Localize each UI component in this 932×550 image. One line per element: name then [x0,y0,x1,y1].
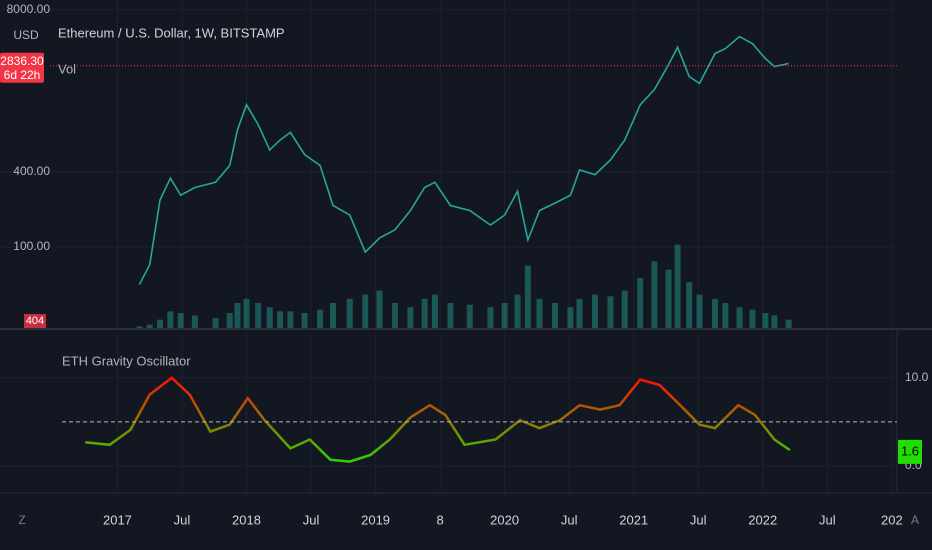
x-tick-label: Jul [303,512,320,527]
volume-bar [136,326,143,328]
countdown-label: 6d 22h [4,68,41,82]
volume-bar [212,318,219,328]
volume-bar [226,313,233,328]
volume-bar [447,303,454,328]
y-tick-label: 100.00 [13,239,50,253]
volume-bar [487,307,494,328]
volume-bar [266,307,273,328]
volume-bar [762,313,769,328]
volume-bar [607,296,614,328]
x-tick-label: Jul [174,512,191,527]
volume-bar [591,294,598,328]
series-line [85,376,791,463]
volume-bar [301,313,308,328]
series-line [138,35,789,285]
x-tick-label: Jul [561,512,578,527]
volume-bar [191,315,198,328]
volume-bar [621,290,628,328]
volume-bar [407,307,414,328]
price-label: 2836.30 [0,54,44,68]
volume-badge [24,314,46,328]
volume-bar [277,311,284,328]
volume-bar [421,298,428,328]
x-tick-label: Jul [819,512,836,527]
x-tick-label: 2022 [748,512,777,527]
volume-bar [736,307,743,328]
volume-bar [346,298,353,328]
volume-bar [576,298,583,328]
volume-bar [514,294,521,328]
price-badge [0,52,44,83]
volume-bar [686,282,693,328]
volume-bar [551,303,558,328]
oscillator-title: ETH Gravity Oscillator [62,353,191,368]
volume-bar [255,303,262,328]
y-tick-label: 8000.00 [7,2,51,16]
volume-bar [712,298,719,328]
volume-bar [651,261,658,328]
volume-bar [329,303,336,328]
volume-bar [665,269,672,328]
symbol-title: Ethereum / U.S. Dollar, 1W, BITSTAMP [58,25,285,40]
volume-bar [674,244,681,328]
volume-bar [157,319,164,328]
volume-bar [391,303,398,328]
currency-label: USD [13,28,39,42]
volume-bar [362,294,369,328]
y-tick-label: 10.0 [905,370,929,384]
volume-bar [637,278,644,328]
x-tick-label: 2021 [619,512,648,527]
last-value-label: 1.6 [901,443,919,458]
volume-bar [501,303,508,328]
volume-bar [749,309,756,328]
x-tick-label: 2017 [103,512,132,527]
volume-bar [287,311,294,328]
volume-bar [177,313,184,328]
x-tick-label: 202 [881,512,903,527]
volume-bar [771,315,778,328]
volume-label: 404 [26,315,44,327]
volume-bar [243,298,250,328]
volume-bar [567,307,574,328]
volume-bar [376,290,383,328]
y-tick-label: 400.00 [13,164,50,178]
x-tick-label: 2020 [490,512,519,527]
volume-bar [234,303,241,328]
volume-bar [696,294,703,328]
volume-bar [524,265,531,328]
volume-bar [167,311,174,328]
x-tick-label: 2018 [232,512,261,527]
volume-bar [431,294,438,328]
zoom-button[interactable]: Z [18,513,25,527]
volume-bar [466,304,473,328]
x-tick-label: 2019 [361,512,390,527]
x-tick-label: Jul [690,512,707,527]
x-tick-label: 8 [436,512,443,527]
volume-title: Vol [58,61,76,76]
auto-scale-button[interactable]: A [911,513,919,527]
volume-bar [146,324,153,328]
volume-bar [722,303,729,328]
volume-bar [536,298,543,328]
value-badge [898,439,922,464]
volume-bar [317,309,324,328]
volume-bar [785,319,792,328]
